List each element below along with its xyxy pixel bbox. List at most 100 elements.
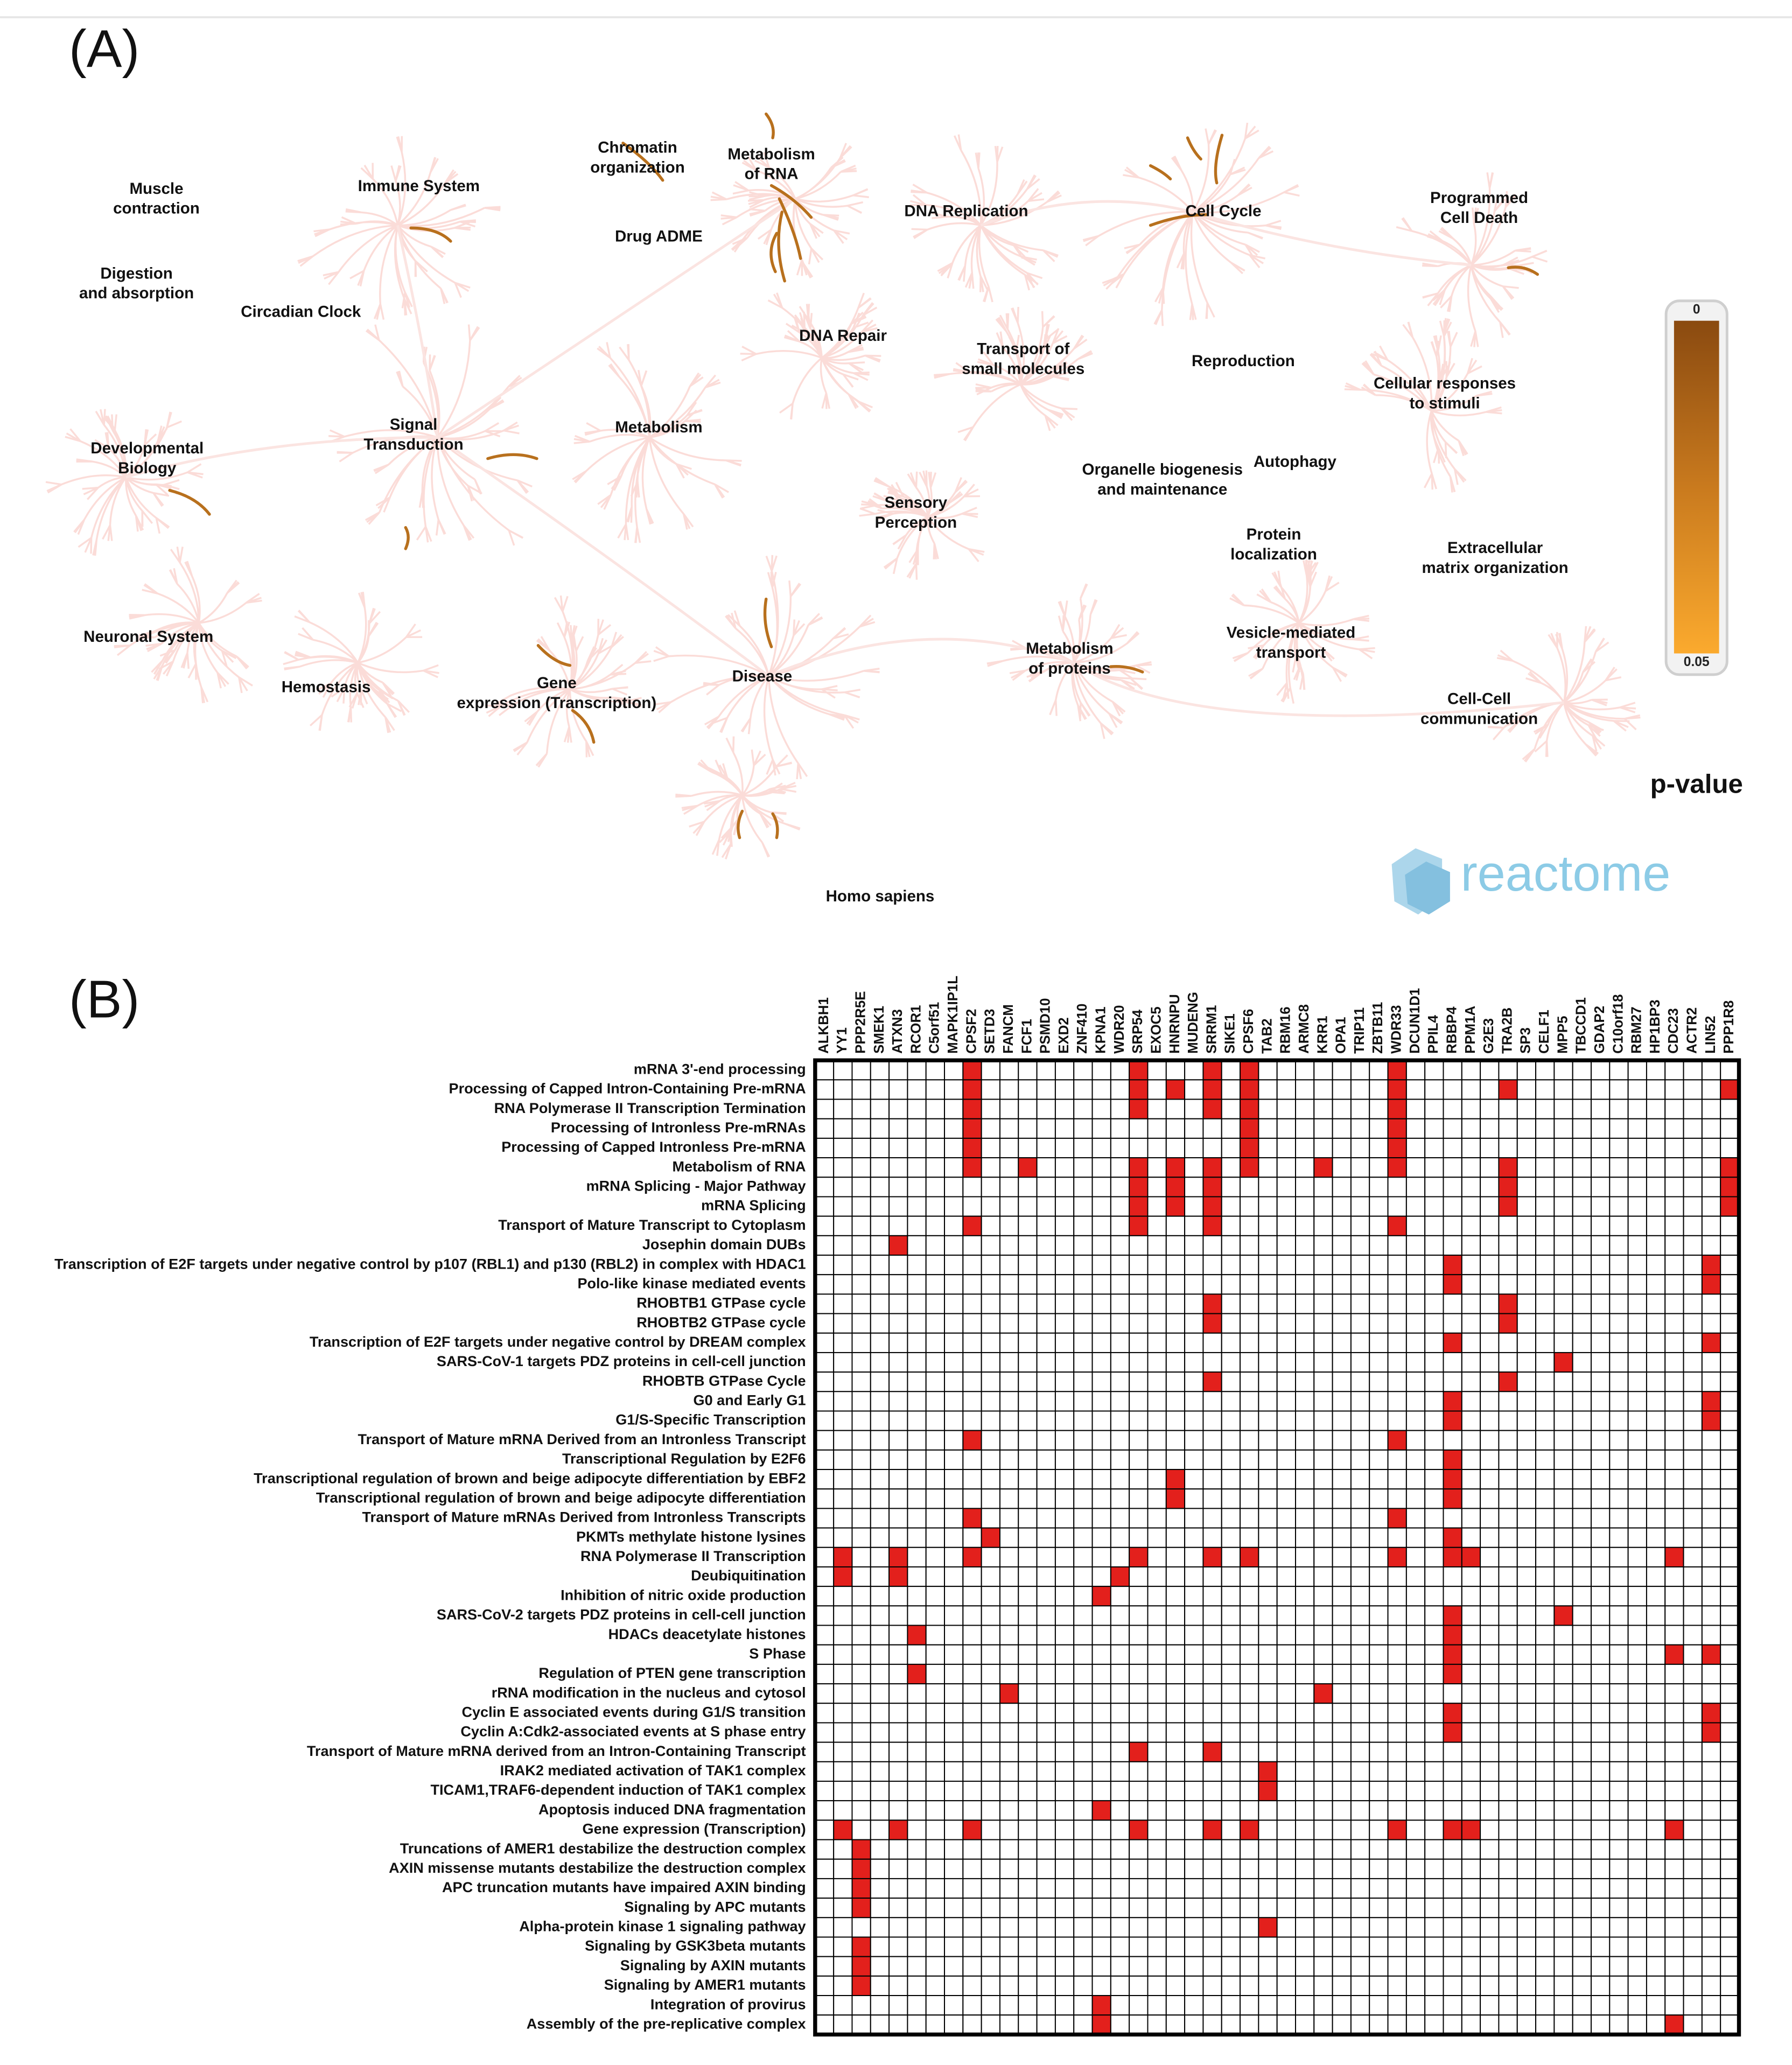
heatmap-cell xyxy=(1683,1625,1703,1646)
pathway-label: Digestion xyxy=(100,264,172,282)
heatmap-cell xyxy=(1591,1586,1611,1607)
heatmap-cell xyxy=(1535,1508,1555,1529)
heatmap-cell xyxy=(1701,1215,1721,1236)
heatmap-cell xyxy=(833,1878,853,1899)
heatmap-cell xyxy=(1221,1605,1241,1626)
heatmap-cell xyxy=(1461,1605,1481,1626)
heatmap-cell xyxy=(851,1469,871,1490)
heatmap-cell xyxy=(1221,1741,1241,1762)
heatmap-cell xyxy=(888,1430,908,1451)
heatmap-cell xyxy=(833,1098,853,1119)
heatmap-cell xyxy=(1461,1430,1481,1451)
heatmap-cell xyxy=(999,1332,1019,1353)
heatmap-cell xyxy=(1498,1800,1518,1821)
heatmap-cell xyxy=(1609,1625,1629,1646)
heatmap-cell xyxy=(1405,1546,1426,1567)
heatmap-cell xyxy=(1129,1235,1149,1256)
heatmap-cell xyxy=(1516,1936,1537,1957)
heatmap-cell xyxy=(1572,1469,1592,1490)
heatmap-cell xyxy=(1091,1898,1111,1919)
heatmap-cell xyxy=(851,1215,871,1236)
heatmap-cell xyxy=(1202,1449,1222,1471)
heatmap-cell xyxy=(1591,1546,1611,1567)
heatmap-cell xyxy=(1202,1546,1222,1567)
heatmap-cell xyxy=(1018,1546,1038,1567)
heatmap-cell xyxy=(1295,1683,1315,1704)
heatmap-cell xyxy=(1258,1878,1278,1899)
heatmap-cell xyxy=(1202,1469,1222,1490)
heatmap-cell xyxy=(1221,1196,1241,1217)
heatmap-cell xyxy=(1073,1079,1093,1100)
heatmap-cell xyxy=(1332,1177,1352,1198)
heatmap-cell xyxy=(981,1722,1000,1743)
pathway-label: Organelle biogenesis xyxy=(1082,461,1243,479)
heatmap-cell xyxy=(1516,1255,1537,1276)
heatmap-cell xyxy=(1498,1644,1518,1665)
heatmap-cell xyxy=(1720,1741,1740,1762)
heatmap-cell xyxy=(925,1546,946,1567)
heatmap-cell xyxy=(1609,1118,1629,1139)
heatmap-cell xyxy=(1480,1956,1500,1977)
heatmap-cell xyxy=(1129,1703,1149,1724)
heatmap-cell xyxy=(1350,1781,1370,1802)
heatmap-cell xyxy=(1110,1663,1130,1685)
heatmap-cell xyxy=(1498,1508,1518,1529)
heatmap-cell xyxy=(981,1060,1000,1081)
heatmap-cell xyxy=(833,1410,853,1431)
heatmap-cell xyxy=(981,1800,1000,1821)
heatmap-cell xyxy=(925,1449,946,1471)
heatmap-cell xyxy=(1683,1391,1703,1412)
heatmap-cell xyxy=(1129,1878,1149,1899)
heatmap-cell xyxy=(1443,1137,1462,1159)
heatmap-cell xyxy=(1553,1858,1573,1879)
heatmap-cell xyxy=(1295,1196,1315,1217)
heatmap-cell xyxy=(1018,1098,1038,1119)
gene-label: PPIL4 xyxy=(1426,1014,1441,1053)
heatmap-cell xyxy=(1018,1781,1038,1802)
heatmap-cell xyxy=(1720,1410,1740,1431)
heatmap-cell xyxy=(1202,1079,1222,1100)
heatmap-cell xyxy=(1350,1878,1370,1899)
heatmap-cell xyxy=(870,1586,890,1607)
heatmap-cell xyxy=(851,1352,871,1373)
heatmap-cell xyxy=(1054,1644,1075,1665)
heatmap-cell xyxy=(1683,1098,1703,1119)
gene-label: RCOR1 xyxy=(908,1005,923,1053)
heatmap-cell xyxy=(1498,1098,1518,1119)
heatmap-cell xyxy=(1461,1995,1481,2016)
heatmap-cell xyxy=(999,1352,1019,1373)
heatmap-cell xyxy=(1461,1975,1481,1997)
heatmap-cell xyxy=(1405,1235,1426,1256)
heatmap-cell xyxy=(1664,1839,1684,1860)
heatmap-cell xyxy=(1627,1546,1647,1567)
pathway-row-label: Integration of provirus xyxy=(650,1996,806,2012)
heatmap-cell xyxy=(1591,1313,1611,1334)
heatmap-cell xyxy=(1443,1410,1462,1431)
heatmap-cell xyxy=(1184,1975,1204,1997)
heatmap-cell xyxy=(1276,1917,1296,1938)
heatmap-cell xyxy=(1240,1215,1259,1236)
heatmap-cell xyxy=(1591,1371,1611,1392)
heatmap-cell xyxy=(1332,1274,1352,1295)
heatmap-cell xyxy=(1387,1371,1407,1392)
heatmap-cell xyxy=(851,1722,871,1743)
heatmap-cell xyxy=(1405,1644,1426,1665)
heatmap-cell xyxy=(1683,1605,1703,1626)
pathway-label: and absorption xyxy=(79,284,194,302)
heatmap-cell xyxy=(1073,1858,1093,1879)
heatmap-cell xyxy=(1405,1157,1426,1178)
pathway-label: Extracellular xyxy=(1447,539,1543,557)
heatmap-cell xyxy=(1165,1508,1186,1529)
heatmap-cell xyxy=(1091,1917,1111,1938)
heatmap-cell xyxy=(1369,1196,1389,1217)
heatmap-cell xyxy=(1387,1956,1407,1977)
heatmap-cell xyxy=(1036,1137,1056,1159)
heatmap-cell xyxy=(888,1313,908,1334)
heatmap-cell xyxy=(1646,1761,1666,1782)
heatmap-cell xyxy=(1424,1781,1444,1802)
pathway-label: Autophagy xyxy=(1254,453,1337,471)
heatmap-cell xyxy=(1553,1800,1573,1821)
heatmap-cell xyxy=(1221,1488,1241,1509)
heatmap-cell xyxy=(1646,1196,1666,1217)
heatmap-cell xyxy=(1295,1293,1315,1314)
